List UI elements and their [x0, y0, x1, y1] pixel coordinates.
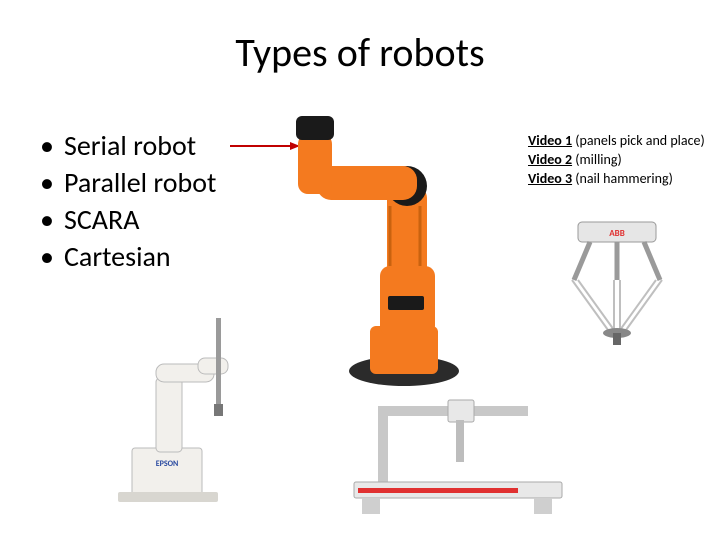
video-desc-3: (nail hammering) [572, 170, 673, 187]
svg-text:EPSON: EPSON [156, 459, 179, 469]
video-link-row-2: Video 2 (milling) [528, 151, 705, 170]
bullet-item-serial: Serial robot [40, 128, 216, 163]
arrow-serial-to-image [230, 142, 300, 150]
svg-text:ABB: ABB [609, 228, 625, 239]
video-link-row-1: Video 1 (panels pick and place) [528, 132, 705, 151]
video-link-3[interactable]: Video 3 [528, 170, 572, 187]
video-link-1[interactable]: Video 1 [528, 132, 572, 149]
video-desc-1: (panels pick and place) [572, 132, 705, 149]
video-links: Video 1 (panels pick and place) Video 2 … [528, 132, 705, 189]
serial-robot-image [292, 96, 517, 391]
video-link-2[interactable]: Video 2 [528, 151, 572, 168]
scara-robot-image: EPSON [98, 308, 238, 508]
video-desc-2: (milling) [572, 151, 622, 168]
bullet-item-scara: SCARA [40, 202, 216, 237]
delta-robot-image: ABB [554, 218, 680, 348]
video-link-row-3: Video 3 (nail hammering) [528, 170, 705, 189]
cartesian-robot-image [348, 394, 568, 524]
bullet-item-cartesian: Cartesian [40, 239, 216, 274]
bullet-item-parallel: Parallel robot [40, 165, 216, 200]
slide-title: Types of robots [0, 28, 720, 77]
bullet-list: Serial robot Parallel robot SCARA Cartes… [40, 128, 216, 276]
